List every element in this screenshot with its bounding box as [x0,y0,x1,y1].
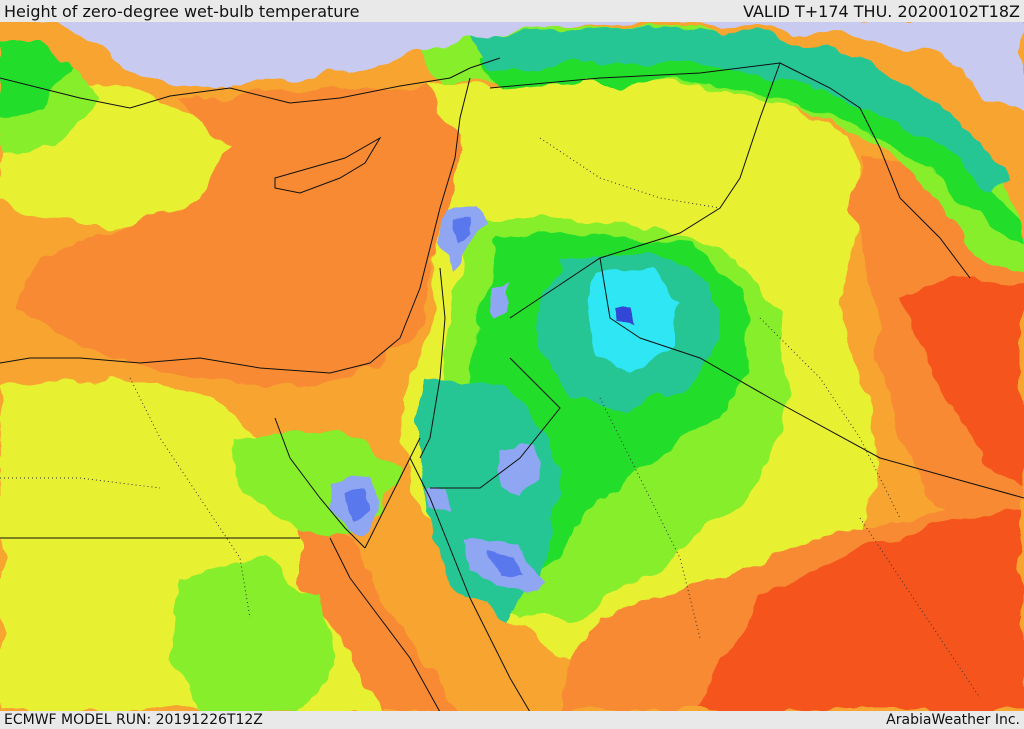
med-coast-levant [0,77,471,374]
orange-redsea [300,498,460,712]
turkey-coast [0,57,501,109]
sinai-gulf-aqaba [364,437,421,549]
sinai-gulf-suez [274,417,366,549]
credit-label: ArabiaWeather Inc. [886,712,1020,728]
bright-green-west [0,38,70,118]
redsea-west-coast [329,537,441,712]
blue-spot-jordan [498,446,540,496]
deep-blue-core [615,306,635,325]
syria-iraq [489,62,781,319]
borders [0,57,1024,712]
map-title: Height of zero-degree wet-bulb temperatu… [4,2,360,21]
valid-time: VALID T+174 THU. 20200102T18Z [743,2,1020,21]
deep-blue-sinai [348,488,368,518]
redsea-east-coast [409,457,531,712]
green-egypt-south [170,558,340,712]
israel-jordan [419,267,446,459]
iraq-border [599,257,1024,499]
bright-green-coast [480,48,1024,248]
red-east [900,278,1024,488]
blue-spot-north [490,286,512,313]
province-lines [0,137,981,699]
snow-band-turkey [20,18,1024,118]
saudi-jordan [430,357,561,489]
cyprus [274,136,382,194]
red-south [700,508,1024,712]
footer-bar: ECMWF MODEL RUN: 20191226T12Z ArabiaWeat… [0,711,1024,729]
weather-map [0,18,1024,712]
teal-coast [470,28,1010,188]
iraq-iran [779,62,971,279]
deep-blue-hejaz [488,553,525,578]
model-run-label: ECMWF MODEL RUN: 20191226T12Z [4,712,263,728]
header-bar: Height of zero-degree wet-bulb temperatu… [0,0,1024,22]
contour-field [0,18,1024,712]
blue-spot-aqaba [425,486,448,508]
deep-blue-lebanon [455,216,475,246]
orange-med-sea [20,88,460,388]
